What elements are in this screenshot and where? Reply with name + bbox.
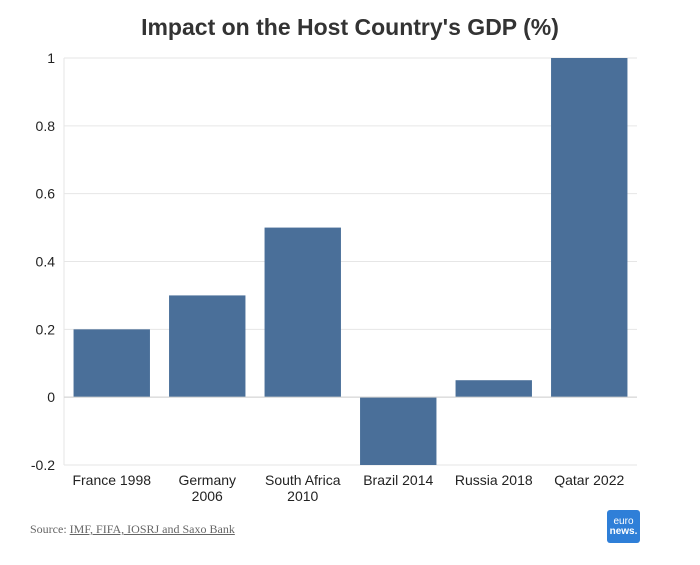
x-axis-categories: France 1998 Germany 2006 South Africa 2010 Br… <box>72 472 624 504</box>
x-category-label: South Africa 2010 <box>265 472 341 504</box>
x-category-label-line: 2006 <box>192 488 223 504</box>
y-tick-label: 0 <box>47 389 55 405</box>
x-category-label: Qatar 2022 <box>554 472 624 488</box>
x-category-label: Brazil 2014 <box>363 472 433 488</box>
source-note: Source: IMF, FIFA, IOSRJ and Saxo Bank <box>30 522 235 537</box>
x-category-label-line: Germany <box>178 472 236 488</box>
source-prefix: Source: <box>30 522 70 536</box>
logo-line-2: news. <box>609 525 638 537</box>
x-category-label: France 1998 <box>72 472 151 488</box>
source-links[interactable]: IMF, FIFA, IOSRJ and Saxo Bank <box>69 522 235 536</box>
x-category-label-line: Qatar 2022 <box>554 472 624 488</box>
euronews-logo: euro news. <box>607 510 640 543</box>
bar <box>455 380 532 398</box>
x-category-label: Germany 2006 <box>178 472 236 504</box>
y-tick-label: 0.4 <box>36 254 56 270</box>
bar <box>169 295 246 398</box>
y-axis-ticks: 1 0.8 0.6 0.4 0.2 0 -0.2 <box>31 50 55 473</box>
y-tick-label: 0.8 <box>36 118 56 134</box>
logo-line-1: euro <box>613 515 634 527</box>
y-tick-label: -0.2 <box>31 457 55 473</box>
y-tick-label: 0.2 <box>36 321 56 337</box>
bars <box>73 58 628 465</box>
x-category-label-line: Brazil 2014 <box>363 472 433 488</box>
x-category-label-line: France 1998 <box>72 472 151 488</box>
chart-title: Impact on the Host Country's GDP (%) <box>141 14 559 40</box>
y-tick-label: 1 <box>47 50 55 66</box>
bar <box>73 329 150 398</box>
x-category-label-line: South Africa <box>265 472 341 488</box>
x-category-label-line: Russia 2018 <box>455 472 533 488</box>
y-tick-label: 0.6 <box>36 186 56 202</box>
bar <box>264 227 341 398</box>
x-category-label-line: 2010 <box>287 488 318 504</box>
bar <box>360 397 437 465</box>
x-category-label: Russia 2018 <box>455 472 533 488</box>
bar <box>551 58 628 398</box>
